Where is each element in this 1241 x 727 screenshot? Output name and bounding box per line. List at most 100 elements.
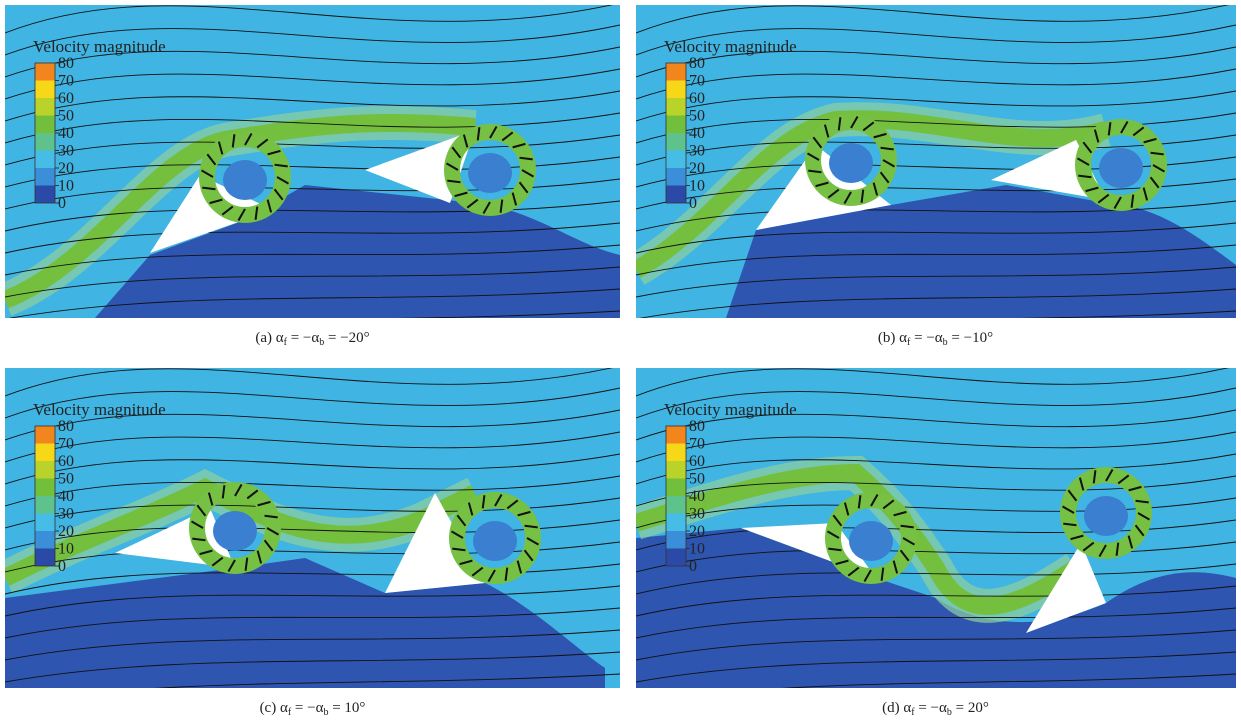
colorbar-tick-label: 30 [58, 143, 74, 160]
colorbar-segment [666, 496, 686, 514]
colorbar-segment [666, 479, 686, 497]
colorbar-tick-label: 0 [58, 558, 66, 575]
colorbar-tick-label: 70 [689, 436, 705, 453]
colorbar-tick-label: 10 [689, 178, 705, 195]
caption-text: = −10° [948, 330, 993, 346]
colorbar-tick-label: 20 [58, 160, 74, 177]
colorbar-segment [35, 531, 55, 549]
colorbar-segment [35, 461, 55, 479]
colorbar-tick-label: 10 [689, 541, 705, 558]
colorbar-tick-label: 50 [58, 471, 74, 488]
colorbar-segment [35, 186, 55, 204]
turbine-core [213, 511, 257, 551]
colorbar-segment [35, 151, 55, 169]
colorbar-tick-label: 80 [689, 418, 705, 435]
colorbar-tick-label: 50 [689, 471, 705, 488]
colorbar-segment [666, 116, 686, 134]
colorbar-segment [666, 81, 686, 99]
colorbar-tick-label: 30 [689, 506, 705, 523]
colorbar-segment [35, 63, 55, 81]
caption-text: = 20° [952, 700, 989, 716]
turbine-core [473, 521, 517, 561]
colorbar-segment [666, 98, 686, 116]
colorbar-tick-label: 60 [689, 90, 705, 107]
colorbar-tick-label: 70 [58, 436, 74, 453]
colorbar-tick-label: 80 [58, 55, 74, 72]
caption-text: = −α [910, 330, 942, 346]
turbine-core [1084, 496, 1128, 536]
colorbar-tick-label: 50 [58, 108, 74, 125]
caption-text: = −α [287, 330, 319, 346]
colorbar-title: Velocity magnitude [33, 400, 166, 419]
caption-text: (a) α [255, 330, 283, 346]
colorbar-segment [35, 81, 55, 99]
colorbar-tick-label: 40 [58, 488, 74, 505]
colorbar-tick-label: 60 [58, 453, 74, 470]
figure: Velocity magnitude01020304050607080 Velo… [0, 0, 1241, 727]
colorbar-tick-label: 60 [689, 453, 705, 470]
colorbar-segment [666, 461, 686, 479]
colorbar-segment [35, 133, 55, 151]
colorbar-segment [666, 514, 686, 532]
colorbar-segment [666, 426, 686, 444]
turbine-core [849, 521, 893, 561]
colorbar-segment [666, 549, 686, 567]
colorbar-segment [35, 496, 55, 514]
flow-panel: Velocity magnitude01020304050607080 [5, 5, 620, 318]
caption-text: = 10° [328, 700, 365, 716]
colorbar-tick-label: 80 [689, 55, 705, 72]
caption-text: (d) α [882, 700, 911, 716]
turbine-core [829, 143, 873, 183]
colorbar-segment [35, 98, 55, 116]
colorbar-tick-label: 10 [58, 541, 74, 558]
colorbar-segment [35, 549, 55, 567]
caption: (c) αf = −αb = 10° [5, 700, 620, 718]
colorbar-segment [666, 63, 686, 81]
caption-text: = −α [291, 700, 323, 716]
colorbar-tick-label: 50 [689, 108, 705, 125]
colorbar-tick-label: 20 [58, 523, 74, 540]
colorbar-tick-label: 60 [58, 90, 74, 107]
colorbar-segment [666, 133, 686, 151]
colorbar-segment [35, 116, 55, 134]
colorbar-tick-label: 80 [58, 418, 74, 435]
colorbar-title: Velocity magnitude [664, 400, 797, 419]
caption: (d) αf = −αb = 20° [628, 700, 1241, 718]
colorbar-title: Velocity magnitude [664, 37, 797, 56]
flow-panel: Velocity magnitude 01020304050607080 [636, 368, 1236, 688]
turbine-core [468, 153, 512, 193]
colorbar-tick-label: 40 [58, 125, 74, 142]
caption: (a) αf = −αb = −20° [5, 330, 620, 348]
colorbar-tick-label: 70 [689, 73, 705, 90]
caption-text: = −α [915, 700, 947, 716]
colorbar-tick-label: 30 [689, 143, 705, 160]
colorbar-title: Velocity magnitude [33, 37, 166, 56]
caption-text: (c) α [260, 700, 288, 716]
caption: (b) αf = −αb = −10° [628, 330, 1241, 348]
flow-panel: Velocity magnitude 01020304050607080 [636, 5, 1236, 318]
colorbar-tick-label: 40 [689, 125, 705, 142]
colorbar-tick-label: 0 [689, 558, 697, 575]
colorbar-segment [666, 444, 686, 462]
colorbar-tick-label: 40 [689, 488, 705, 505]
colorbar-tick-label: 0 [58, 195, 66, 212]
colorbar-tick-label: 30 [58, 506, 74, 523]
colorbar-segment [666, 531, 686, 549]
colorbar-segment [666, 186, 686, 204]
colorbar-segment [35, 168, 55, 186]
colorbar-segment [666, 151, 686, 169]
colorbar-tick-label: 70 [58, 73, 74, 90]
caption-text: = −20° [324, 330, 369, 346]
colorbar-tick-label: 20 [689, 160, 705, 177]
colorbar-segment [35, 479, 55, 497]
colorbar-segment [35, 444, 55, 462]
turbine-core [1099, 148, 1143, 188]
colorbar-tick-label: 0 [689, 195, 697, 212]
caption-text: (b) α [878, 330, 907, 346]
colorbar-segment [35, 514, 55, 532]
colorbar-tick-label: 20 [689, 523, 705, 540]
colorbar-segment [666, 168, 686, 186]
colorbar-segment [35, 426, 55, 444]
turbine-core [223, 160, 267, 200]
